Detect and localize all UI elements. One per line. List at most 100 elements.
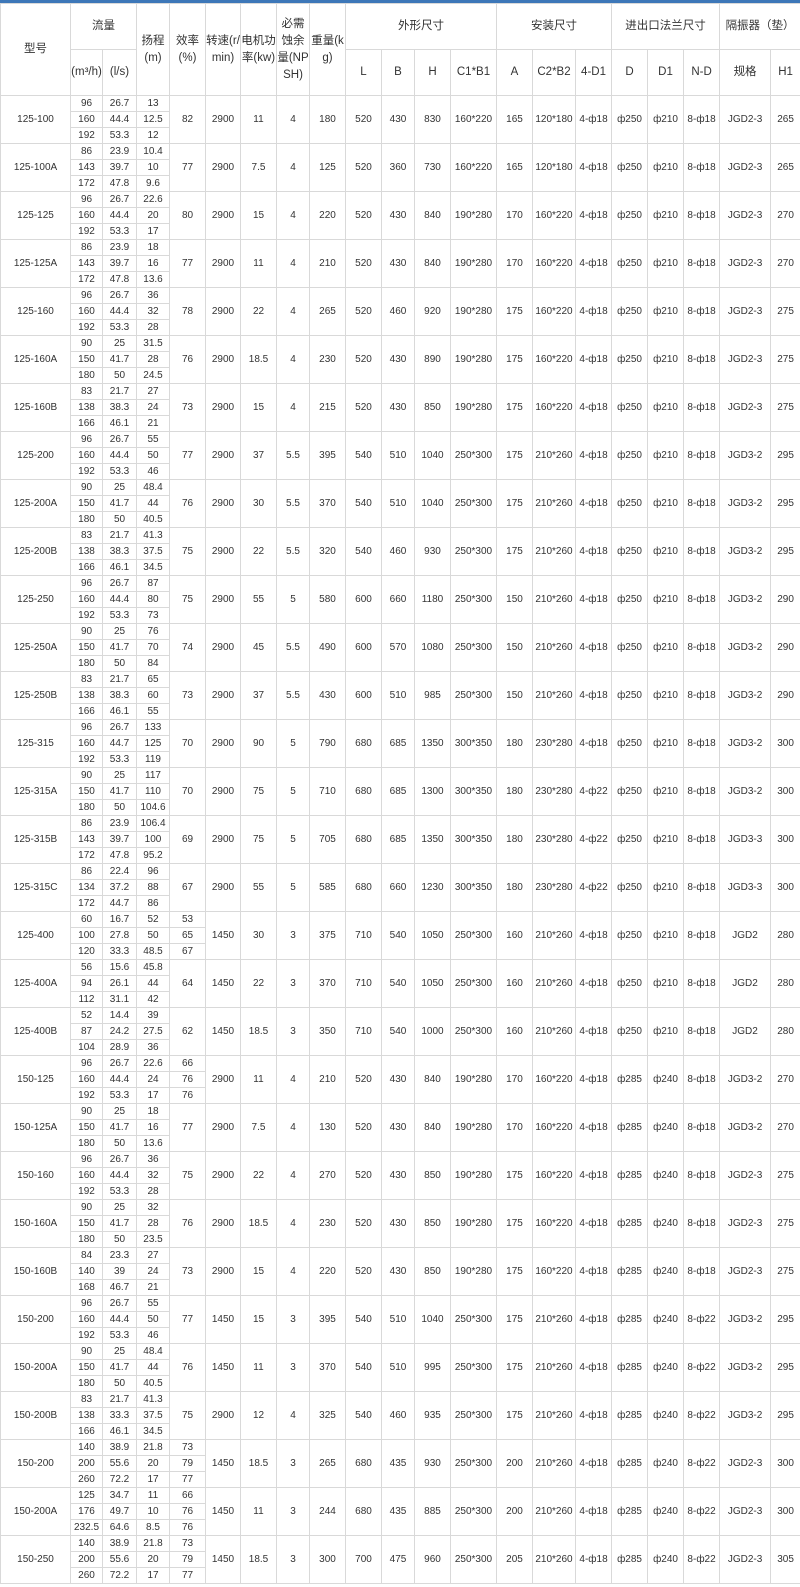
speed-cell: 2900: [205, 671, 241, 720]
dimension-cell: JGD3-2: [719, 671, 772, 720]
dimension-cell: 4-ф18: [574, 623, 613, 672]
dimension-cell: 8-ф22: [683, 1535, 721, 1584]
dimension-cell: JGD3-3: [719, 815, 772, 864]
dimension-cell: 540: [345, 479, 382, 528]
head-cell: 27.5: [136, 1023, 170, 1040]
flow-m3h-cell: 90: [70, 1343, 103, 1360]
flow-ls-cell: 26.7: [102, 95, 137, 112]
dimension-cell: 570: [381, 623, 415, 672]
weight-cell: 580: [309, 575, 346, 624]
dimension-cell: 600: [345, 623, 382, 672]
dimension-cell: 4-ф18: [574, 1055, 613, 1104]
flow-m3h-cell: 96: [70, 287, 103, 304]
table-row: 100 27.8 50 65: [1, 927, 800, 944]
model-cell: 125-100: [0, 95, 71, 144]
dimension-cell: ф210: [647, 623, 685, 672]
pump-spec-table: 型号 流量 扬程(m) 效率(%) 转速(r/min) 电机功率(kw) 必需蚀…: [0, 3, 800, 1584]
header-sub-col: N-D: [683, 49, 721, 96]
dimension-cell: 280: [770, 959, 800, 1008]
table-row: 180 50 84: [1, 655, 800, 672]
weight-cell: 230: [309, 335, 346, 384]
dimension-cell: 850: [414, 1151, 451, 1200]
efficiency-cell: 80: [169, 191, 206, 240]
table-header: 型号 流量 扬程(m) 效率(%) 转速(r/min) 电机功率(kw) 必需蚀…: [0, 3, 800, 96]
flow-m3h-cell: 150: [70, 1215, 103, 1232]
table-row: 125-125 96 26.7 22.6 80 2900 15 4 220 520 430 840 19…: [0, 191, 800, 240]
flow-ls-cell: 44.4: [102, 1071, 137, 1088]
motor-power-cell: 11: [240, 239, 277, 288]
flow-ls-cell: 41.7: [102, 495, 137, 512]
table-row: 125-160 96 26.7 36 78 2900 22 4 265 520 460 920 190*…: [0, 287, 800, 336]
flow-m3h-cell: 172: [70, 895, 103, 912]
table-row: 125-200A 90 25 48.4 76 2900 30 5.5 370 540 510 1040…: [0, 479, 800, 528]
weight-cell: 130: [309, 1103, 346, 1152]
efficiency-cell: 77: [169, 239, 206, 288]
dimension-cell: 250*300: [450, 431, 497, 480]
weight-cell: 220: [309, 1247, 346, 1296]
flow-ls-cell: 24.2: [102, 1023, 137, 1040]
dimension-cell: ф210: [647, 383, 685, 432]
weight-cell: 265: [309, 287, 346, 336]
table-row: 125-160A 90 25 31.5 76 2900 18.5 4 230 520 430 890 1…: [0, 335, 800, 384]
flow-m3h-cell: 138: [70, 543, 103, 560]
efficiency-cell: 76: [169, 1087, 206, 1104]
dimension-cell: JGD2: [719, 911, 772, 960]
weight-cell: 370: [309, 479, 346, 528]
head-cell: 42: [136, 991, 170, 1008]
efficiency-cell: 53: [169, 911, 206, 928]
flow-m3h-cell: 90: [70, 1103, 103, 1120]
flow-ls-cell: 26.7: [102, 191, 137, 208]
head-cell: 48.4: [136, 1343, 170, 1360]
dimension-cell: JGD3-2: [719, 575, 772, 624]
npsh-cell: 3: [276, 959, 310, 1008]
flow-m3h-cell: 140: [70, 1535, 103, 1552]
flow-ls-cell: 53.3: [102, 127, 137, 144]
dimension-cell: 840: [414, 1055, 451, 1104]
table-row: 168 46.7 21: [1, 1279, 800, 1296]
flow-m3h-cell: 150: [70, 351, 103, 368]
dimension-cell: 4-ф18: [574, 1007, 613, 1056]
flow-ls-cell: 53.3: [102, 1327, 137, 1344]
dimension-cell: 210*260: [532, 527, 576, 576]
npsh-cell: 3: [276, 911, 310, 960]
motor-power-cell: 15: [240, 1295, 277, 1344]
flow-ls-cell: 53.3: [102, 223, 137, 240]
dimension-cell: 210*260: [532, 431, 576, 480]
dimension-cell: 300: [770, 719, 800, 768]
dimension-cell: 840: [414, 239, 451, 288]
dimension-cell: 680: [345, 863, 382, 912]
flow-ls-cell: 33.3: [102, 1407, 137, 1424]
dimension-cell: ф285: [611, 1055, 649, 1104]
flow-m3h-cell: 87: [70, 1023, 103, 1040]
flow-ls-cell: 50: [102, 799, 137, 816]
flow-ls-cell: 26.7: [102, 1295, 137, 1312]
dimension-cell: ф285: [611, 1343, 649, 1392]
dimension-cell: 250*300: [450, 623, 497, 672]
efficiency-cell: 76: [169, 1343, 206, 1392]
dimension-cell: 8-ф18: [683, 239, 721, 288]
dimension-cell: 120*180: [532, 95, 576, 144]
efficiency-cell: 73: [169, 1247, 206, 1296]
efficiency-cell: 73: [169, 383, 206, 432]
dimension-cell: 850: [414, 1199, 451, 1248]
dimension-cell: 120*180: [532, 143, 576, 192]
dimension-cell: 150: [496, 671, 533, 720]
head-cell: 88: [136, 879, 170, 896]
head-cell: 86: [136, 895, 170, 912]
speed-cell: 2900: [205, 479, 241, 528]
dimension-cell: 430: [381, 239, 415, 288]
flow-m3h-cell: 86: [70, 239, 103, 256]
head-cell: 95.2: [136, 847, 170, 864]
dimension-cell: 160*220: [532, 1103, 576, 1152]
dimension-cell: 1300: [414, 767, 451, 816]
dimension-cell: 160*220: [532, 335, 576, 384]
top-accent-bar: [0, 0, 800, 3]
motor-power-cell: 37: [240, 671, 277, 720]
head-cell: 17: [136, 1567, 170, 1584]
flow-ls-cell: 38.3: [102, 687, 137, 704]
header-sub-col: C1*B1: [450, 49, 497, 96]
dimension-cell: ф240: [647, 1199, 685, 1248]
weight-cell: 215: [309, 383, 346, 432]
dimension-cell: JGD3-3: [719, 863, 772, 912]
flow-m3h-cell: 150: [70, 495, 103, 512]
